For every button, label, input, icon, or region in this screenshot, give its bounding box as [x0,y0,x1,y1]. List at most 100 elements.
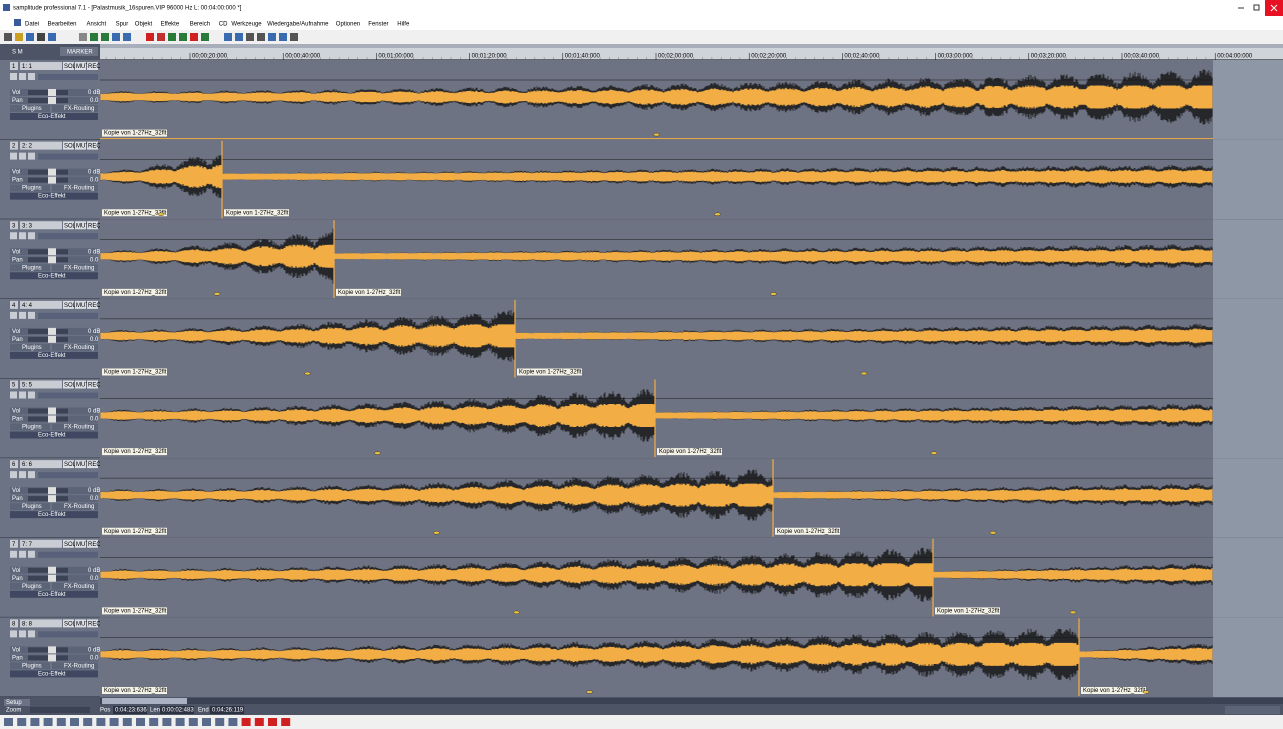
object-handle[interactable] [770,292,777,296]
vol-knob[interactable] [48,646,56,654]
bottom-tool[interactable] [215,718,225,726]
toolbar-button[interactable] [257,33,265,41]
object-label[interactable]: Kopie von 1-27Hz_32flt [104,290,167,296]
track-icon[interactable] [19,311,26,319]
plugins-button[interactable] [10,343,50,351]
eco-button[interactable] [10,192,98,200]
menu-item[interactable]: Bearbeiten [48,22,77,28]
menu-item[interactable]: Werkzeuge [231,22,262,28]
mute-button[interactable] [75,141,86,150]
menu-item[interactable]: Datei [25,22,39,28]
setup-button[interactable] [4,699,30,706]
track-icon[interactable] [10,152,17,160]
track-number-box[interactable] [10,539,18,548]
plugins-button[interactable] [10,184,50,192]
fx-button[interactable] [52,105,98,112]
menu-item[interactable]: Spur [116,22,129,28]
menu-item[interactable]: Wiedergabe/Aufnahme [267,22,329,28]
track-name-box[interactable] [20,380,62,389]
pan-knob[interactable] [48,97,56,104]
track-icon[interactable] [28,391,35,399]
setup-label[interactable]: Setup [6,700,22,706]
toolbar-button[interactable] [26,33,34,41]
track-icon[interactable] [19,391,26,399]
pan-knob[interactable] [48,256,56,264]
toolbar-button[interactable] [190,33,198,41]
track-number-box[interactable] [10,62,18,70]
mute-button[interactable] [75,539,86,548]
toolbar-button[interactable] [101,33,109,41]
bottom-tool[interactable] [56,718,66,726]
mute-button[interactable] [75,62,86,70]
bottom-tool[interactable] [17,718,27,726]
plugins-button[interactable] [10,264,50,272]
track-name-box[interactable] [20,141,62,150]
toolbar-button[interactable] [168,33,176,41]
object-handle[interactable] [586,690,593,694]
track-name-box[interactable] [20,460,62,469]
object-label-box[interactable] [657,448,722,456]
track-icon[interactable] [28,152,35,160]
track-icon[interactable] [19,550,26,558]
solo-button[interactable] [63,141,74,150]
track-icon[interactable] [10,311,17,319]
rec-button[interactable] [87,460,98,469]
menu-item[interactable]: Effekte [161,22,180,28]
menu-item[interactable]: Optionen [336,22,360,28]
pan-knob[interactable] [48,495,56,503]
object-label-box[interactable] [102,687,167,694]
eco-button[interactable] [10,351,98,359]
track-number-box[interactable] [10,380,18,389]
track-icon[interactable] [28,471,35,479]
toolbar-button[interactable] [290,33,298,41]
vol-knob[interactable] [48,566,56,574]
object-label-box[interactable] [224,209,289,217]
fx-button[interactable] [52,423,98,431]
track-icon[interactable] [10,73,17,80]
track-icon[interactable] [10,471,17,479]
menu-item[interactable]: Fenster [368,22,388,28]
track-icon[interactable] [10,391,17,399]
eco-button[interactable] [10,511,98,519]
bottom-tool[interactable] [268,718,277,726]
track-number-box[interactable] [10,300,18,309]
vol-knob[interactable] [48,168,56,176]
track-icon[interactable] [10,232,17,240]
track-number-box[interactable] [10,221,18,230]
track-icon[interactable] [19,630,26,638]
vol-knob[interactable] [48,487,56,495]
zoom-slider[interactable] [30,707,90,713]
toolbar-button[interactable] [157,33,165,41]
eco-button[interactable] [10,272,98,280]
object-label-box[interactable] [336,288,401,296]
object-handle[interactable] [157,212,165,216]
fx-button[interactable] [52,264,98,272]
track-icon[interactable] [28,550,35,558]
eco-button[interactable] [10,590,98,598]
bottom-tool[interactable] [162,718,172,726]
mute-button[interactable] [75,460,86,469]
track-name-box[interactable] [20,539,62,548]
pan-knob[interactable] [48,335,56,343]
track-number-box[interactable] [10,141,18,150]
object-handle[interactable] [653,132,660,137]
track-name-box[interactable] [20,62,62,70]
object-label-box[interactable] [102,368,167,376]
object-handle[interactable] [374,451,381,455]
object-label[interactable]: Kopie von 1-27Hz_32flt [104,210,167,216]
object-handle[interactable] [860,371,868,376]
toolbar-button[interactable] [246,33,254,41]
rec-button[interactable] [87,619,98,628]
toolbar-button[interactable] [179,33,187,41]
toolbar-button[interactable] [37,33,45,41]
solo-button[interactable] [63,619,74,628]
object-label-box[interactable] [775,527,840,535]
vol-knob[interactable] [48,248,56,256]
rec-button[interactable] [87,300,98,309]
object-handle[interactable] [433,531,440,535]
transport-left[interactable] [1225,706,1280,714]
object-label[interactable]: Kopie von 1-27Hz_32flt [937,608,1000,614]
fx-button[interactable] [52,343,98,351]
fx-button[interactable] [52,503,98,511]
rec-button[interactable] [87,539,98,548]
